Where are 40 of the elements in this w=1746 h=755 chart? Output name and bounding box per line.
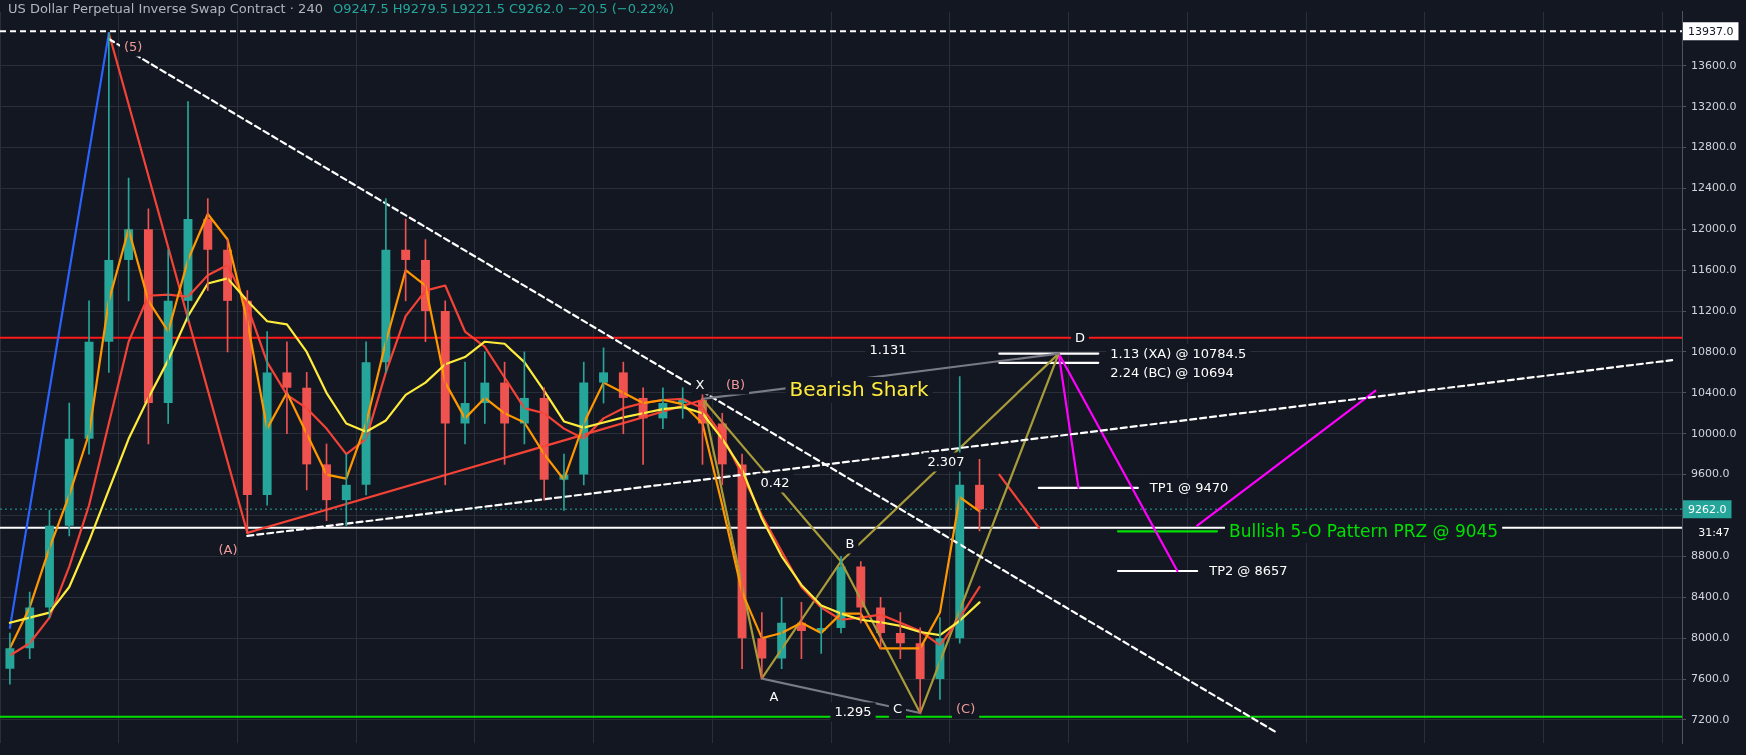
- annotation: (5): [124, 39, 143, 55]
- y-tick-label: 8800.0: [1691, 549, 1730, 563]
- annotation: 1.295: [834, 704, 872, 720]
- annotation: C: [892, 701, 902, 717]
- series-label: 1.13 (XA) @ 10784.5: [1110, 345, 1247, 361]
- annotation: (C): [956, 701, 976, 717]
- y-tick-label: 12000.0: [1691, 222, 1737, 236]
- annotation: B: [845, 536, 855, 552]
- annotation: (B): [726, 377, 746, 393]
- y-tick-label: 13200.0: [1691, 99, 1737, 113]
- annotation: Bearish Shark: [789, 377, 929, 402]
- y-tick-label: 12800.0: [1691, 140, 1737, 154]
- annotation: 2.307: [927, 454, 965, 470]
- chart-title: US Dollar Perpetual Inverse Swap Contract · 240: [8, 1, 323, 16]
- text: 31:47: [1698, 525, 1730, 539]
- y-tick-label: 8400.0: [1691, 590, 1730, 604]
- ref-line-label: 13937.0: [1688, 25, 1734, 39]
- y-tick-label: 11200.0: [1691, 303, 1737, 317]
- y-tick-label: 7200.0: [1691, 712, 1730, 726]
- y-tick-label: 9600.0: [1691, 467, 1730, 481]
- y-tick-label: 11600.0: [1691, 263, 1737, 277]
- ref-line-label: 9262.0: [1688, 503, 1727, 516]
- y-tick-label: 10400.0: [1691, 385, 1737, 399]
- series-label: TP1 @ 9470: [1148, 480, 1229, 496]
- y-tick-label: 8000.0: [1691, 630, 1730, 644]
- y-tick-label: 10000.0: [1691, 426, 1737, 440]
- chart-subtitle: O9247.5 H9279.5 L9221.5 C9262.0 −20.5 (−0.22%): [332, 1, 675, 16]
- y-tick-label: 12400.0: [1691, 181, 1737, 195]
- annotation: 1.131: [869, 342, 907, 358]
- y-tick-label: 7600.0: [1691, 671, 1730, 685]
- annotation: X: [695, 377, 705, 393]
- series-label: Bullish 5-O Pattern PRZ @ 9045: [1228, 520, 1499, 541]
- series-label: 2.24 (BC) @ 10694: [1110, 364, 1234, 380]
- y-tick-label: 10800.0: [1691, 344, 1737, 358]
- annotation: 0.42: [760, 475, 790, 491]
- y-tick-label: 13600.0: [1691, 58, 1737, 72]
- series-label: TP2 @ 8657: [1208, 563, 1288, 579]
- annotation: (A): [218, 542, 238, 558]
- annotation: A: [769, 688, 779, 704]
- annotation: D: [1074, 329, 1086, 345]
